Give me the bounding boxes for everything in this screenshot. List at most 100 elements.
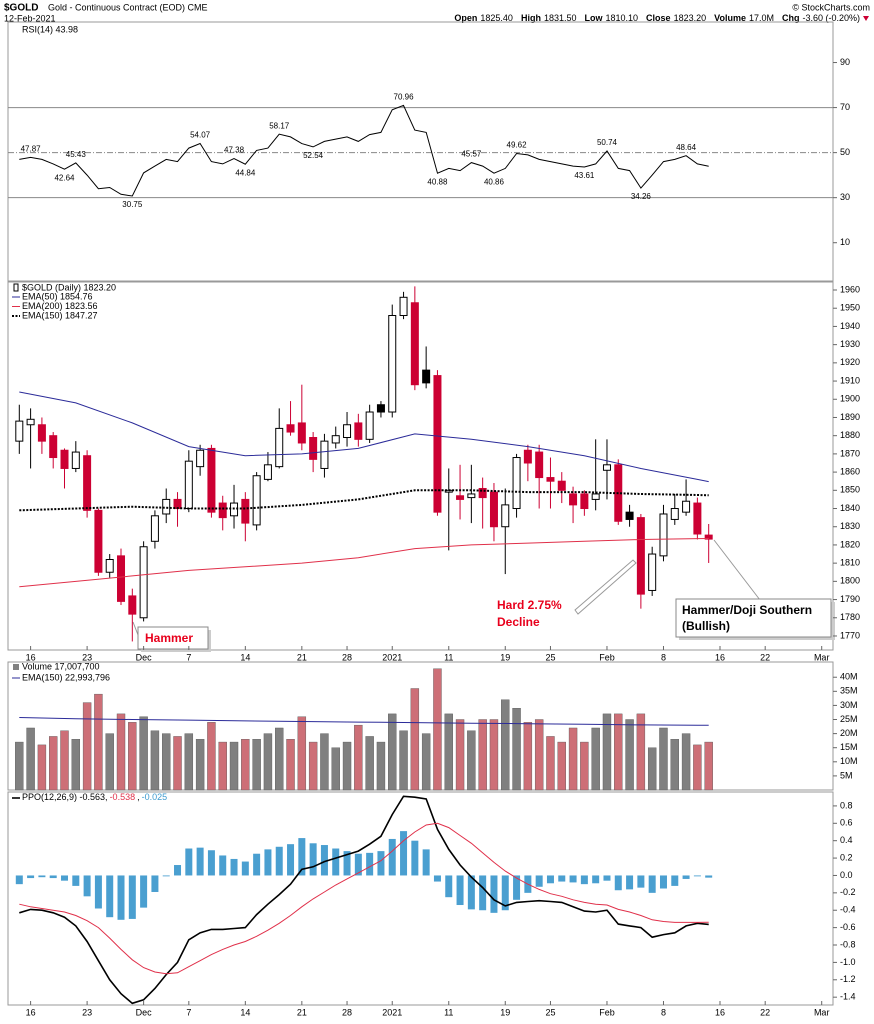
volume-bar — [580, 741, 589, 791]
date: 12-Feb-2021 — [4, 13, 56, 23]
histogram-bar — [287, 844, 295, 876]
annotation-box — [675, 598, 832, 638]
histogram-bar — [558, 875, 566, 882]
volume-bar — [184, 733, 194, 791]
volume-bar — [704, 741, 713, 791]
ppo-title: PPO(12,26,9) -0.563, -0.538, -0.025 — [22, 792, 167, 802]
volume-bar — [512, 708, 521, 791]
volume-bar — [546, 736, 555, 791]
volume-bar — [37, 744, 47, 791]
candle-body — [602, 464, 611, 471]
candle-body — [670, 508, 679, 520]
candle-body — [456, 495, 465, 500]
x-tick-label: 23 — [82, 1007, 92, 1017]
y-tick-label: -0.6 — [840, 922, 856, 932]
volume-bar — [116, 713, 126, 791]
volume-bar — [670, 739, 679, 791]
candle-body — [105, 559, 114, 573]
volume-bar — [331, 747, 340, 791]
price-panel — [7, 281, 834, 651]
volume-bar — [501, 699, 510, 791]
value-label: 40.86 — [484, 177, 505, 186]
value-label: 47.87 — [21, 145, 42, 154]
x-tick-label: Feb — [599, 652, 615, 662]
histogram-bar — [49, 875, 57, 879]
ema-line — [19, 717, 709, 726]
volume-bar — [49, 736, 58, 791]
histogram-bar — [140, 875, 148, 908]
instrument-name: Gold - Continuous Contract (EOD) CME — [48, 2, 208, 12]
y-tick-label: 25M — [840, 714, 858, 724]
volume-title: Volume 17,007,700 — [22, 661, 100, 671]
y-tick-label: 0.0 — [840, 870, 853, 880]
x-tick-label: 7 — [186, 1007, 191, 1017]
copyright: © StockCharts.com — [792, 2, 870, 12]
candle-body — [83, 455, 92, 511]
candle-body — [309, 437, 318, 460]
volume-bar — [421, 733, 431, 791]
y-tick-label: 30 — [840, 192, 850, 202]
y-tick-label: 1860 — [840, 466, 860, 476]
volume-bar — [614, 713, 623, 791]
ppo-line — [19, 822, 709, 975]
legend-label: EMA(50) 1854.76 — [22, 291, 93, 301]
candle-body — [580, 493, 589, 510]
volume-bar — [94, 693, 103, 791]
y-tick-label: 1840 — [840, 503, 860, 513]
candle-body — [252, 475, 261, 526]
histogram-bar — [592, 875, 600, 884]
rsi-panel — [7, 21, 834, 282]
candle-body — [331, 435, 340, 444]
candle-body — [512, 457, 521, 510]
histogram-bar — [106, 875, 114, 918]
value-label: 52.54 — [303, 151, 324, 160]
volume-bar — [693, 744, 702, 791]
connector — [713, 539, 761, 601]
volume-bar — [241, 739, 250, 791]
histogram-bar — [490, 875, 498, 913]
x-tick-label: Mar — [814, 1007, 830, 1017]
candle-body — [693, 502, 702, 535]
y-tick-label: 1900 — [840, 394, 860, 404]
volume-bar — [252, 739, 261, 791]
histogram-bar — [705, 875, 713, 878]
volume-bar — [602, 713, 612, 791]
annotation-text: Hammer/Doji Southern — [682, 603, 812, 617]
candle-body — [704, 534, 713, 540]
candle-body — [162, 498, 171, 515]
volume-bar — [195, 739, 205, 791]
value-label: 44.84 — [235, 168, 256, 177]
volume-bar — [286, 739, 295, 791]
candle-body — [546, 477, 555, 482]
histogram-bar — [185, 848, 193, 876]
histogram-bar — [61, 875, 69, 881]
x-tick-label: 16 — [715, 1007, 725, 1017]
histogram-bar — [400, 831, 408, 876]
candle-body — [71, 451, 80, 469]
histogram-bar — [253, 853, 261, 876]
ppo-panel — [7, 791, 834, 1006]
x-tick-label: 28 — [342, 1007, 352, 1017]
y-tick-label: 1920 — [840, 357, 860, 367]
histogram-bar — [603, 875, 611, 881]
volume-bar — [354, 724, 363, 791]
candle-body — [128, 595, 137, 615]
y-tick-label: 30M — [840, 700, 858, 710]
value-label: 47.38 — [224, 146, 245, 155]
candle-body — [37, 424, 46, 442]
histogram-bar — [569, 875, 577, 883]
histogram-bar — [354, 853, 362, 876]
histogram-bar — [693, 875, 701, 877]
y-tick-label: -0.8 — [840, 939, 856, 949]
x-tick-label: Feb — [599, 1007, 615, 1017]
y-tick-label: 10 — [840, 237, 850, 247]
histogram-bar — [174, 865, 182, 876]
y-tick-label: 1820 — [840, 539, 860, 549]
y-tick-label: 0.6 — [840, 818, 853, 828]
y-tick-label: 35M — [840, 686, 858, 696]
y-tick-label: 1810 — [840, 558, 860, 568]
histogram-bar — [320, 845, 328, 876]
quote-label: Chg — [782, 13, 800, 23]
candle-body — [365, 411, 374, 440]
value-label: 34.26 — [631, 192, 652, 201]
